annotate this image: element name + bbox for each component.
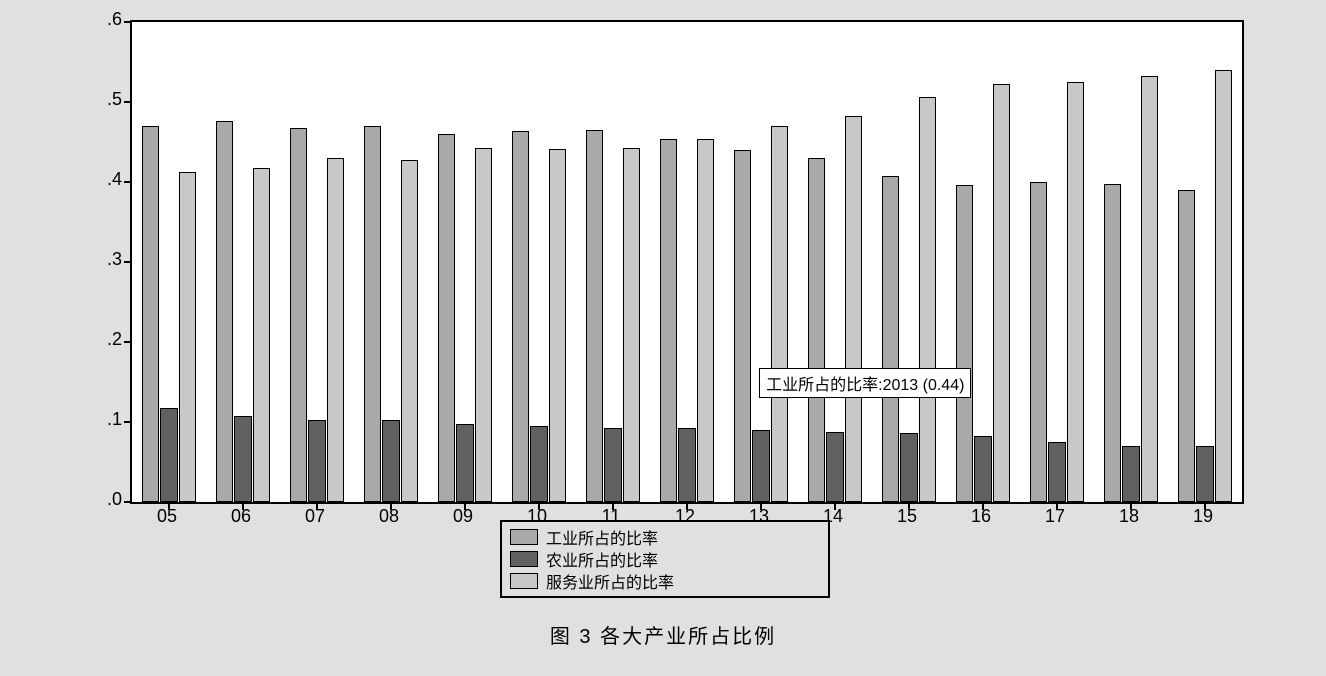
bar-industry xyxy=(1030,182,1047,502)
bar-service xyxy=(549,149,566,502)
x-tick-label: 16 xyxy=(961,506,1001,527)
legend-item-agriculture: 农业所占的比率 xyxy=(510,548,820,570)
bar-agriculture xyxy=(678,428,695,502)
bar-industry xyxy=(1104,184,1121,502)
x-tick-label: 15 xyxy=(887,506,927,527)
bar-industry xyxy=(808,158,825,502)
bar-agriculture xyxy=(826,432,843,502)
bar-agriculture xyxy=(308,420,325,502)
bar-agriculture xyxy=(530,426,547,502)
bar-service xyxy=(1067,82,1084,502)
bar-industry xyxy=(882,176,899,502)
legend-item-service: 服务业所占的比率 xyxy=(510,570,820,592)
bar-agriculture xyxy=(604,428,621,502)
y-tick-label: .4 xyxy=(82,169,122,190)
bar-agriculture xyxy=(382,420,399,502)
bar-service xyxy=(919,97,936,502)
bar-service xyxy=(253,168,270,502)
bar-industry xyxy=(364,126,381,502)
x-tick-label: 08 xyxy=(369,506,409,527)
bar-industry xyxy=(1178,190,1195,502)
bar-agriculture xyxy=(160,408,177,502)
x-tick-label: 05 xyxy=(147,506,187,527)
bar-industry xyxy=(216,121,233,502)
x-tick-label: 19 xyxy=(1183,506,1223,527)
bar-industry xyxy=(290,128,307,502)
bar-agriculture xyxy=(900,433,917,502)
legend-label-industry: 工业所占的比率 xyxy=(546,525,658,549)
y-tick-label: .2 xyxy=(82,329,122,350)
bar-service xyxy=(475,148,492,502)
bar-service xyxy=(623,148,640,502)
bar-agriculture xyxy=(752,430,769,502)
legend-label-agriculture: 农业所占的比率 xyxy=(546,547,658,571)
bar-service xyxy=(1141,76,1158,502)
bar-service xyxy=(327,158,344,502)
x-tick-label: 17 xyxy=(1035,506,1075,527)
bar-industry xyxy=(586,130,603,502)
bar-service xyxy=(1215,70,1232,502)
bar-industry xyxy=(438,134,455,502)
bar-service xyxy=(179,172,196,502)
y-tick-label: .0 xyxy=(82,489,122,510)
bar-industry xyxy=(734,150,751,502)
bar-service xyxy=(401,160,418,502)
data-tooltip: 工业所占的比率:2013 (0.44) xyxy=(759,368,971,398)
bar-industry xyxy=(142,126,159,502)
plot-area: 工业所占的比率:2013 (0.44) xyxy=(130,20,1244,504)
legend-box: 工业所占的比率 农业所占的比率 服务业所占的比率 xyxy=(500,520,830,598)
y-tick-label: .6 xyxy=(82,9,122,30)
x-tick-label: 11 xyxy=(591,506,631,527)
bar-service xyxy=(845,116,862,502)
bar-agriculture xyxy=(234,416,251,502)
figure-caption: 图 3 各大产业所占比例 xyxy=(70,620,1256,649)
legend-item-industry: 工业所占的比率 xyxy=(510,526,820,548)
x-tick-label: 14 xyxy=(813,506,853,527)
bar-agriculture xyxy=(456,424,473,502)
bar-agriculture xyxy=(1196,446,1213,502)
y-tick-label: .3 xyxy=(82,249,122,270)
x-tick-label: 07 xyxy=(295,506,335,527)
x-tick-label: 12 xyxy=(665,506,705,527)
x-tick-label: 18 xyxy=(1109,506,1149,527)
bar-industry xyxy=(956,185,973,502)
y-tick-label: .1 xyxy=(82,409,122,430)
bar-service xyxy=(771,126,788,502)
x-tick-label: 13 xyxy=(739,506,779,527)
x-tick-label: 10 xyxy=(517,506,557,527)
bar-agriculture xyxy=(1122,446,1139,502)
legend-swatch-industry xyxy=(510,529,538,545)
x-tick-label: 06 xyxy=(221,506,261,527)
y-tick-label: .5 xyxy=(82,89,122,110)
bar-agriculture xyxy=(1048,442,1065,502)
bar-industry xyxy=(512,131,529,502)
bar-industry xyxy=(660,139,677,502)
bar-service xyxy=(697,139,714,502)
legend-swatch-service xyxy=(510,573,538,589)
chart-figure: 工业所占的比率:2013 (0.44) 工业所占的比率 农业所占的比率 服务业所… xyxy=(70,10,1256,660)
legend-label-service: 服务业所占的比率 xyxy=(546,569,674,593)
bar-agriculture xyxy=(974,436,991,502)
bar-service xyxy=(993,84,1010,502)
x-tick-label: 09 xyxy=(443,506,483,527)
legend-swatch-agriculture xyxy=(510,551,538,567)
